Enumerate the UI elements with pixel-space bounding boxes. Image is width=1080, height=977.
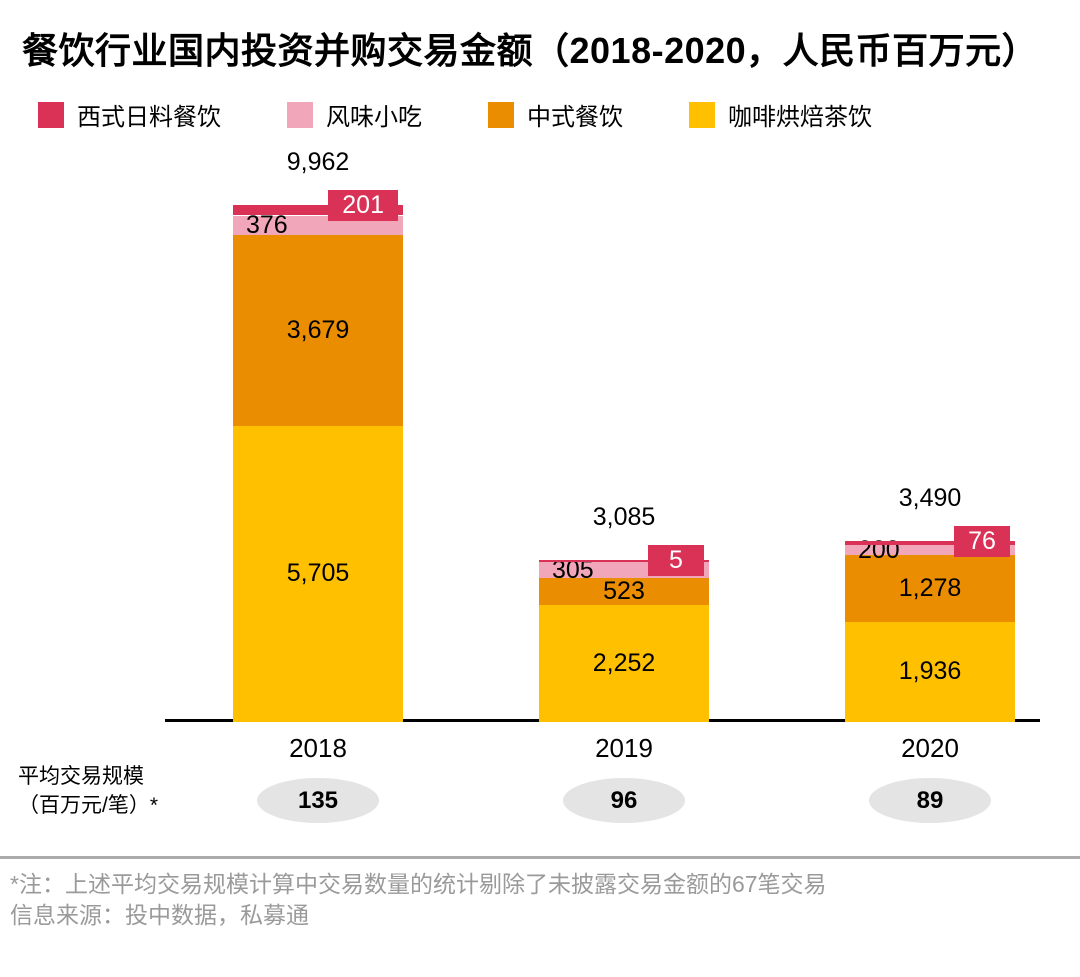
legend-color-swatch-icon (689, 101, 715, 128)
segment-value-label: 3,679 (286, 315, 350, 344)
bar-segment-中式餐饮 (845, 555, 1015, 622)
chart-title: 餐饮行业国内投资并购交易金额（2018-2020，人民币百万元） (22, 30, 1039, 71)
divider-line (0, 856, 1080, 859)
legend-item: 咖啡烘焙茶饮 (689, 97, 872, 132)
bar-total-label: 3,490 (898, 483, 962, 512)
segment-value-label: 523 (603, 577, 645, 606)
avg-deal-size-badge: 135 (257, 778, 379, 823)
segment-value-label: 2,252 (592, 649, 656, 678)
footnotes: *注：上述平均交易规模计算中交易数量的统计剔除了未披露交易金额的67笔交易 信息… (10, 869, 827, 931)
bar-segment-西式日料餐饮 (845, 540, 1015, 545)
bar-segment-中式餐饮 (233, 235, 403, 426)
segment-value-label: 1,278 (898, 573, 962, 602)
avg-deal-size-badge: 96 (563, 778, 685, 823)
bar-segment-西式日料餐饮 (539, 560, 709, 563)
avg-deal-size-label-line2: （百万元/笔）* (18, 794, 159, 817)
bar-segment-风味小吃 (845, 544, 1015, 556)
bar-segment-咖啡烘焙茶饮 (233, 425, 403, 722)
avg-deal-size-label: 平均交易规模 （百万元/笔）* (18, 762, 158, 820)
bar-total-label: 3,085 (592, 503, 656, 532)
x-axis-tick-label: 2018 (289, 733, 347, 763)
legend-label: 西式日料餐饮 (77, 104, 221, 131)
legend: 西式日料餐饮 风味小吃 中式餐饮 咖啡烘焙茶饮 (38, 97, 872, 132)
segment-value-label: 5,705 (286, 559, 350, 588)
legend-label: 中式餐饮 (527, 104, 623, 131)
legend-item: 中式餐饮 (488, 97, 623, 132)
legend-item: 西式日料餐饮 (38, 97, 221, 132)
avg-deal-size-label-line1: 平均交易规模 (18, 765, 144, 788)
bar-segment-西式日料餐饮 (233, 205, 403, 216)
legend-label: 咖啡烘焙茶饮 (728, 104, 872, 131)
legend-item: 风味小吃 (287, 97, 422, 132)
legend-color-swatch-icon (488, 101, 514, 128)
legend-label: 风味小吃 (326, 104, 422, 131)
bar-total-label: 9,962 (286, 148, 350, 177)
footnote-note: *注：上述平均交易规模计算中交易数量的统计剔除了未披露交易金额的67笔交易 (10, 871, 827, 897)
segment-value-callout: 76 (954, 525, 1010, 557)
avg-deal-size-badge: 89 (869, 778, 991, 823)
segment-value-callout: 201 (328, 190, 398, 222)
bar-segment-咖啡烘焙茶饮 (845, 621, 1015, 722)
bar-segment-中式餐饮 (539, 578, 709, 606)
legend-color-swatch-icon (287, 101, 313, 128)
footnote-source: 信息来源：投中数据，私募通 (10, 902, 309, 928)
segment-value-label: 1,936 (898, 657, 962, 686)
legend-color-swatch-icon (38, 101, 64, 128)
x-axis-tick-label: 2020 (901, 733, 959, 763)
x-axis-tick-label: 2019 (595, 733, 653, 763)
bar-segment-咖啡烘焙茶饮 (539, 605, 709, 722)
segment-value-callout: 5 (648, 545, 704, 577)
